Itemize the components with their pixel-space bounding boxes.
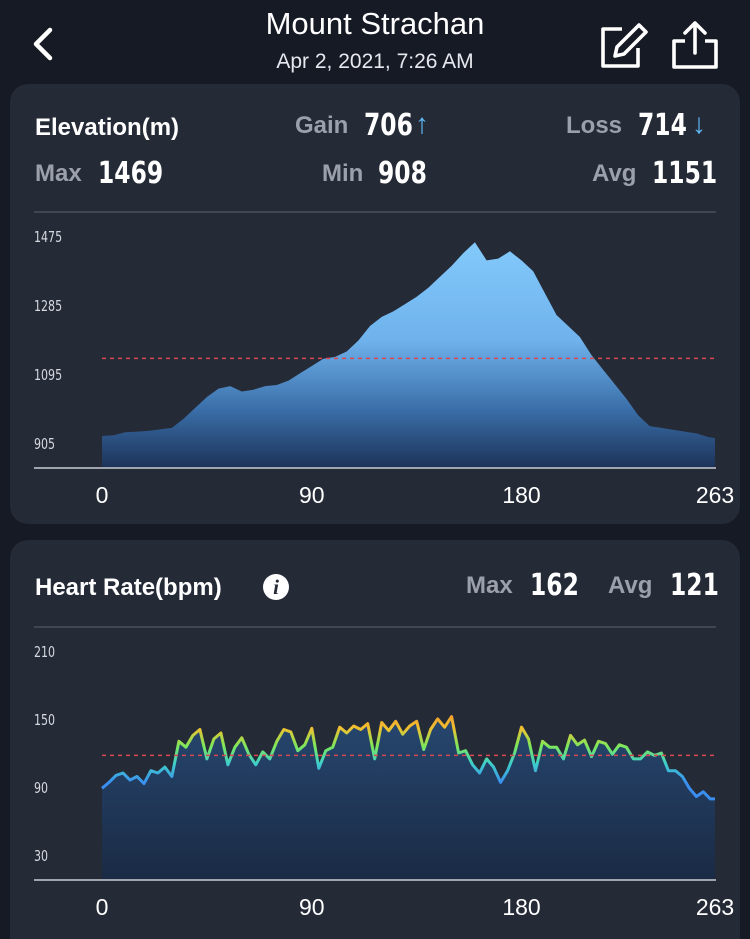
- max-label: Max: [35, 160, 82, 187]
- heart-rate-title: Heart Rate(bpm): [35, 574, 222, 601]
- gain-value: 706: [364, 108, 413, 143]
- elev-x-tick-label: 180: [502, 482, 540, 508]
- gain-label: Gain: [295, 112, 349, 139]
- hr-x-tick-label: 263: [696, 894, 734, 920]
- arrow-up-icon: ↑: [415, 108, 429, 139]
- loss-label: Loss: [566, 112, 623, 139]
- avg-value: 1151: [652, 156, 718, 191]
- hr-avg-value: 121: [670, 568, 719, 603]
- loss-value: 714: [638, 108, 687, 143]
- arrow-down-icon: ↓: [692, 108, 706, 139]
- share-icon[interactable]: [668, 18, 722, 72]
- hr-avg-label: Avg: [608, 572, 653, 599]
- activity-datetime: Apr 2, 2021, 7:26 AM: [276, 50, 474, 73]
- min-label: Min: [322, 160, 364, 187]
- elev-area: [102, 242, 715, 468]
- hr-y-tick-label: 210: [34, 644, 55, 661]
- hr-area: [102, 716, 715, 880]
- elev-x-tick-label: 90: [299, 482, 325, 508]
- elevation-title: Elevation(m): [35, 114, 180, 141]
- hr-y-tick-label: 30: [34, 848, 48, 865]
- max-value: 1469: [98, 156, 164, 191]
- hr-max-label: Max: [466, 572, 513, 599]
- hr-x-tick-label: 0: [96, 894, 109, 920]
- elev-x-tick-label: 263: [696, 482, 734, 508]
- chevron-left-icon[interactable]: [22, 22, 66, 66]
- elev-y-tick-label: 905: [34, 436, 55, 453]
- hr-y-tick-label: 150: [34, 712, 55, 729]
- hr-line: [101, 715, 715, 801]
- top-bar: Mount Strachan Apr 2, 2021, 7:26 AM: [0, 0, 750, 88]
- page-title: Mount Strachan: [265, 6, 485, 41]
- elev-x-tick-label: 0: [96, 482, 109, 508]
- min-value: 908: [378, 156, 427, 191]
- hr-x-tick-label: 180: [502, 894, 540, 920]
- elev-y-tick-label: 1095: [34, 367, 62, 384]
- hr-max-value: 162: [530, 568, 579, 603]
- hr-x-tick-label: 90: [299, 894, 325, 920]
- hr-y-tick-label: 90: [34, 780, 48, 797]
- info-icon[interactable]: i: [263, 574, 289, 600]
- edit-icon[interactable]: [596, 20, 650, 72]
- elev-y-tick-label: 1475: [34, 229, 62, 246]
- elev-y-tick-label: 1285: [34, 298, 62, 315]
- avg-label: Avg: [592, 160, 637, 187]
